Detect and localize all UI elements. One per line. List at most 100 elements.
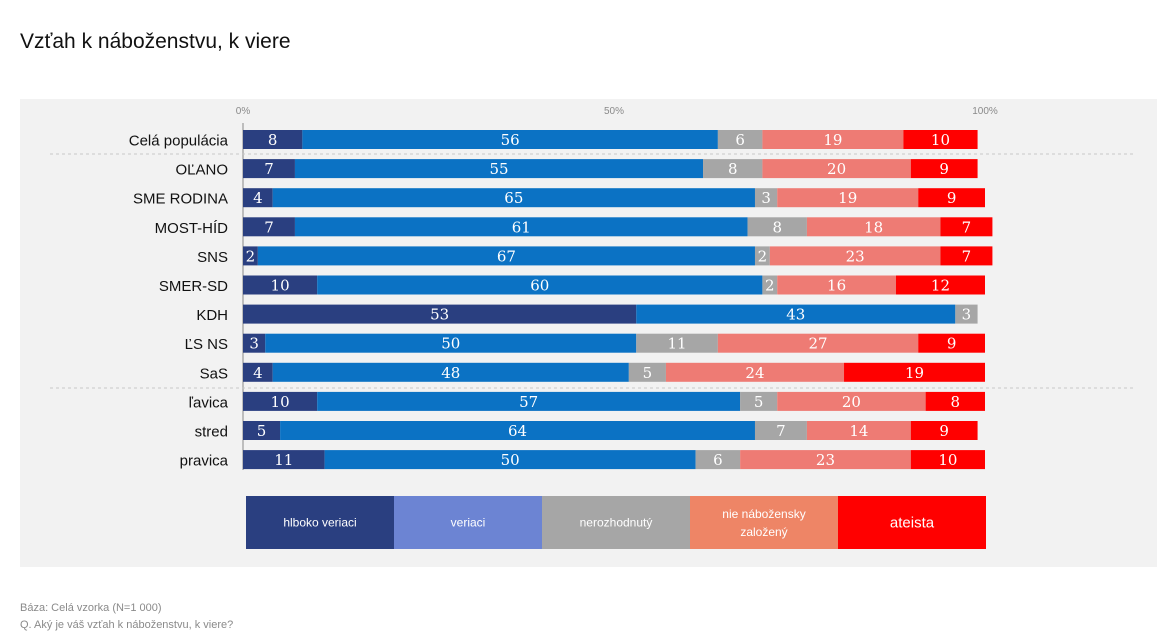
- data-label: 60: [530, 277, 549, 295]
- bar-segment: [844, 362, 985, 382]
- data-label: 19: [823, 131, 842, 149]
- bar-segment: [272, 188, 755, 208]
- legend-label: nerozhodnutý: [580, 516, 653, 530]
- data-label: 10: [931, 131, 950, 149]
- bar-segment: [243, 159, 295, 179]
- data-label: 10: [271, 393, 290, 411]
- bar-segment: [955, 304, 978, 324]
- bar-segment: [717, 130, 763, 149]
- legend-swatch: [838, 496, 986, 549]
- bar-segment: [703, 159, 763, 179]
- bar-segment: [910, 421, 978, 440]
- data-label: 2: [246, 247, 256, 265]
- data-label: 4: [253, 189, 263, 207]
- bar-segment: [910, 159, 978, 179]
- bar-segment: [243, 188, 273, 208]
- bar-segment: [762, 130, 904, 149]
- bar-segment: [272, 362, 629, 382]
- data-label: 14: [849, 422, 868, 440]
- bar-segment: [243, 130, 303, 149]
- data-label: 67: [497, 247, 516, 265]
- chart-title: Vzťah k náboženstvu, k viere: [20, 30, 291, 53]
- category-label: SaS: [200, 365, 228, 382]
- data-label: 53: [430, 306, 449, 324]
- x-tick-label: 100%: [972, 106, 998, 117]
- data-label: 23: [816, 451, 835, 469]
- data-label: 8: [268, 131, 278, 149]
- bar-segment: [717, 333, 919, 353]
- legend-swatch: [690, 496, 838, 549]
- x-tick-label: 50%: [604, 106, 624, 117]
- legend-label: hlboko veriaci: [283, 516, 356, 530]
- data-label: 11: [668, 335, 687, 353]
- data-label: 11: [274, 451, 293, 469]
- data-label: 24: [745, 364, 764, 382]
- data-label: 43: [786, 306, 805, 324]
- data-label: 16: [827, 277, 846, 295]
- data-label: 20: [842, 393, 861, 411]
- bar-segment: [243, 304, 637, 324]
- legend-label: ateista: [890, 515, 935, 532]
- bar-segment: [636, 304, 956, 324]
- data-label: 65: [504, 189, 523, 207]
- bar-segment: [243, 275, 318, 295]
- legend-label: nie nábožensky: [722, 507, 805, 521]
- data-label: 23: [846, 247, 865, 265]
- bar-segment: [695, 450, 741, 470]
- data-label: 9: [939, 160, 949, 178]
- bar-segment: [747, 217, 807, 237]
- legend-swatch: [394, 496, 542, 549]
- legend-label: veriaci: [451, 516, 486, 530]
- data-label: 64: [508, 422, 527, 440]
- bar-segment: [243, 246, 258, 266]
- footer-base: Báza: Celá vzorka (N=1 000): [20, 602, 162, 614]
- bar-segment: [243, 333, 266, 353]
- data-label: 2: [758, 247, 768, 265]
- bar-segment: [636, 333, 718, 353]
- bar-segment: [243, 421, 281, 440]
- data-label: 5: [643, 364, 653, 382]
- bar-segment: [740, 450, 911, 470]
- data-label: 8: [772, 218, 782, 236]
- bar-segment: [243, 362, 273, 382]
- bar-segment: [777, 275, 896, 295]
- data-label: 57: [519, 393, 538, 411]
- category-label: SNS: [197, 249, 228, 266]
- data-label: 2: [765, 277, 775, 295]
- legend-label: založený: [740, 525, 787, 539]
- data-label: 7: [264, 218, 274, 236]
- data-label: 4: [253, 364, 263, 382]
- legend-swatch: [542, 496, 690, 549]
- bar-segment: [628, 362, 666, 382]
- bar-segment: [940, 246, 993, 266]
- bar-segment: [762, 159, 911, 179]
- data-label: 9: [947, 335, 957, 353]
- bar-segment: [895, 275, 985, 295]
- bar-segment: [317, 275, 763, 295]
- data-label: 56: [501, 131, 520, 149]
- bar-segment: [265, 333, 637, 353]
- legend-swatch: [246, 496, 394, 549]
- category-label: KDH: [196, 307, 228, 324]
- bar-segment: [918, 333, 985, 353]
- data-label: 9: [947, 189, 957, 207]
- bar-segment: [302, 130, 718, 149]
- bar-segment: [925, 391, 985, 411]
- bar-segment: [777, 391, 926, 411]
- bar-segment: [294, 217, 748, 237]
- x-tick-label: 0%: [236, 106, 251, 117]
- bar-segment: [243, 450, 325, 470]
- data-label: 50: [441, 335, 460, 353]
- category-label: OĽANO: [175, 162, 228, 179]
- data-label: 7: [264, 160, 274, 178]
- bar-segment: [665, 362, 845, 382]
- data-label: 6: [713, 451, 723, 469]
- data-label: 10: [271, 277, 290, 295]
- bar-segment: [754, 246, 770, 266]
- data-label: 12: [931, 277, 950, 295]
- bar-segment: [903, 130, 978, 149]
- data-label: 55: [489, 160, 508, 178]
- data-label: 9: [939, 422, 949, 440]
- data-label: 19: [905, 364, 924, 382]
